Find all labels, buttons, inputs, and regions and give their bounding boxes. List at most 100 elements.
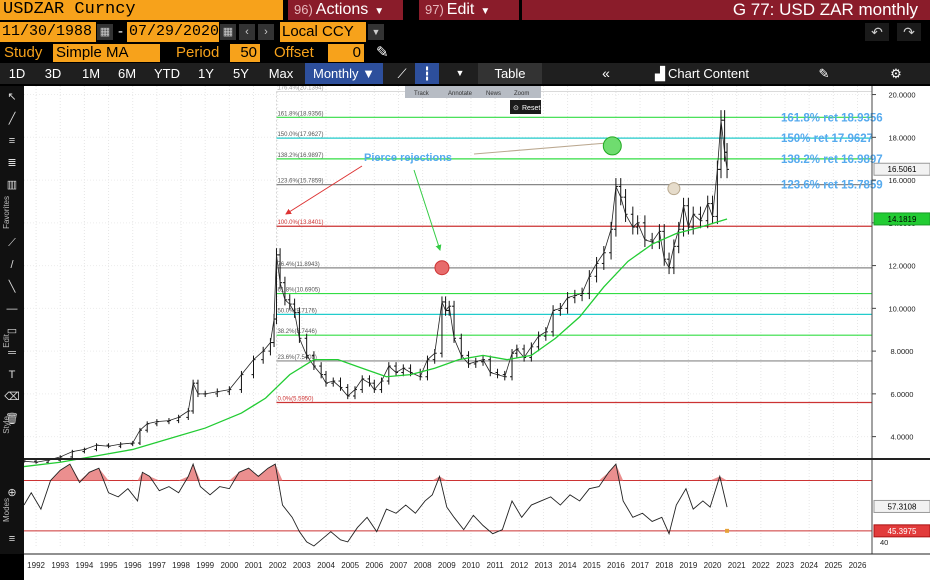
- fib-level-label: 23.6%(7.5408): [277, 355, 316, 361]
- x-tick-label: 2012: [510, 561, 528, 570]
- study-label: Study: [4, 44, 43, 61]
- fibonacci-retracement[interactable]: 176.4%(20.1394) 161.8%(18.9356) 150.0%(17.…: [276, 86, 872, 404]
- edit-tab[interactable]: Edit: [2, 334, 11, 348]
- series-layer: [24, 110, 730, 468]
- highlight-circle: [434, 260, 450, 276]
- rsi-tick-label: 40: [880, 538, 888, 547]
- ma-value: 14.1819: [888, 215, 917, 224]
- chevron-right-icon[interactable]: ›: [258, 24, 274, 40]
- trash-icon[interactable]: 🗑: [5, 413, 19, 425]
- parallel-lines-icon[interactable]: ═: [8, 347, 16, 359]
- channel-icon[interactable]: ▥: [6, 179, 18, 191]
- period-3d[interactable]: 3D: [44, 66, 62, 81]
- bar-chart-icon[interactable]: ┇: [415, 63, 439, 84]
- modes-tab[interactable]: Modes: [2, 498, 11, 523]
- caret-down-icon: ▼: [374, 6, 385, 17]
- period-5y[interactable]: 5Y: [233, 66, 249, 81]
- x-tick-label: 2021: [728, 561, 746, 570]
- chart-content-icon: ▟: [655, 66, 665, 81]
- popup-track[interactable]: Track: [414, 91, 430, 97]
- period-input[interactable]: 50: [230, 44, 260, 62]
- eraser-icon[interactable]: ⌫: [4, 391, 20, 403]
- date-range-bar: 11/30/1988 ▦ - 07/29/2020 ▦ ‹ › Local CC…: [0, 22, 930, 42]
- start-date-field[interactable]: 11/30/1988: [0, 22, 96, 42]
- rsi-lower-tag: [873, 524, 930, 538]
- annotations: Pierce rejections 161.8% ret 18.9356 150% …: [285, 112, 883, 276]
- ma-value-tag: [873, 212, 930, 226]
- pencil-icon[interactable]: ✎: [376, 44, 389, 61]
- period-1d[interactable]: 1D: [8, 66, 26, 81]
- x-tick-label: 2017: [631, 561, 649, 570]
- text-icon[interactable]: T: [8, 369, 16, 381]
- ray-icon[interactable]: ⟋: [8, 237, 16, 249]
- y-tick-label: 6.0000: [891, 390, 914, 399]
- study-select[interactable]: Simple MA: [53, 44, 160, 62]
- period-1y[interactable]: 1Y: [198, 66, 214, 81]
- edit-chart-icon[interactable]: ✎: [818, 66, 830, 81]
- popup-annotate[interactable]: Annotate: [448, 91, 473, 97]
- fibonacci-icon[interactable]: ≡: [8, 135, 16, 147]
- chart-content-button[interactable]: Chart Content: [668, 66, 749, 81]
- chevron-left-icon[interactable]: ‹: [239, 24, 255, 40]
- gear-icon[interactable]: ⚙: [890, 66, 902, 81]
- edit-num: 97): [425, 2, 444, 17]
- cursor-icon[interactable]: ↖: [7, 91, 17, 103]
- segment-icon[interactable]: ╲: [8, 281, 16, 293]
- currency-select[interactable]: Local CCY: [280, 22, 366, 42]
- redo-icon[interactable]: ↷: [897, 23, 921, 41]
- chart-type-caret-icon[interactable]: ▼: [455, 68, 465, 78]
- ticker-field[interactable]: USDZAR Curncy: [0, 0, 283, 20]
- x-tick-label: 1992: [27, 561, 45, 570]
- collapse-icon[interactable]: «: [602, 65, 610, 81]
- favorites-tab[interactable]: Favorites: [2, 196, 11, 229]
- window-title: G 77: USD ZAR monthly: [522, 0, 930, 20]
- frequency-select[interactable]: Monthly ▼: [305, 63, 383, 84]
- caret-down-icon: ▼: [480, 6, 491, 17]
- price-chart[interactable]: 176.4%(20.1394) 161.8%(18.9356) 150.0%(17.…: [24, 86, 930, 580]
- period-1m[interactable]: 1M: [81, 66, 101, 81]
- x-tick-label: 1996: [124, 561, 142, 570]
- y-tick-label: 16.0000: [888, 176, 915, 185]
- y-tick-label: 12.0000: [888, 262, 915, 271]
- menu-icon[interactable]: ≡: [8, 533, 16, 545]
- caret-down-icon[interactable]: ▼: [368, 24, 384, 40]
- fib-level-label: 161.8%(18.9356): [277, 111, 323, 117]
- x-tick-label: 2025: [824, 561, 842, 570]
- x-tick-label: 2005: [341, 561, 359, 570]
- style-tab[interactable]: Style: [2, 416, 11, 434]
- edit-menu[interactable]: 97) Edit ▼: [419, 0, 519, 20]
- fib-arc-icon[interactable]: ≣: [7, 157, 17, 169]
- line-icon[interactable]: /: [10, 259, 14, 271]
- x-tick-label: 2019: [679, 561, 697, 570]
- actions-menu[interactable]: 96) Actions ▼: [288, 0, 403, 20]
- x-tick-label: 2002: [269, 561, 287, 570]
- calendar-icon[interactable]: ▦: [220, 24, 236, 40]
- actions-num: 96): [294, 2, 313, 17]
- reset-button[interactable]: [510, 100, 541, 114]
- offset-input[interactable]: 0: [328, 44, 364, 62]
- offset-label: Offset: [274, 44, 314, 61]
- x-tick-label: 2015: [583, 561, 601, 570]
- x-tick-label: 2008: [414, 561, 432, 570]
- rectangle-icon[interactable]: ▭: [6, 325, 18, 337]
- fib-level-label: 150.0%(17.9627): [277, 132, 323, 138]
- zoom-icon[interactable]: ⊕: [7, 487, 17, 499]
- end-date-field[interactable]: 07/29/2020: [127, 22, 220, 42]
- rsi-lower-value: 45.3975: [888, 527, 917, 536]
- period-max[interactable]: Max: [268, 66, 294, 81]
- reset-label: Reset: [522, 105, 540, 112]
- last-price-tag: [873, 162, 930, 176]
- table-button[interactable]: Table: [478, 63, 542, 84]
- calendar-icon[interactable]: ▦: [97, 24, 113, 40]
- line-chart-icon[interactable]: ⟋: [397, 66, 407, 81]
- fib-level-label: 38.2%(8.7446): [277, 329, 316, 335]
- popup-zoom[interactable]: Zoom: [514, 91, 529, 97]
- horizontal-line-icon[interactable]: ―: [6, 303, 18, 315]
- trendline-icon[interactable]: ╱: [8, 113, 16, 125]
- period-ytd[interactable]: YTD: [154, 66, 180, 81]
- undo-icon[interactable]: ↶: [865, 23, 889, 41]
- period-6m[interactable]: 6M: [117, 66, 137, 81]
- retracement-label: 138.2% ret 16.9897: [781, 154, 883, 166]
- popup-news[interactable]: News: [486, 91, 501, 97]
- pierce-rejections-label: Pierce rejections: [364, 152, 452, 164]
